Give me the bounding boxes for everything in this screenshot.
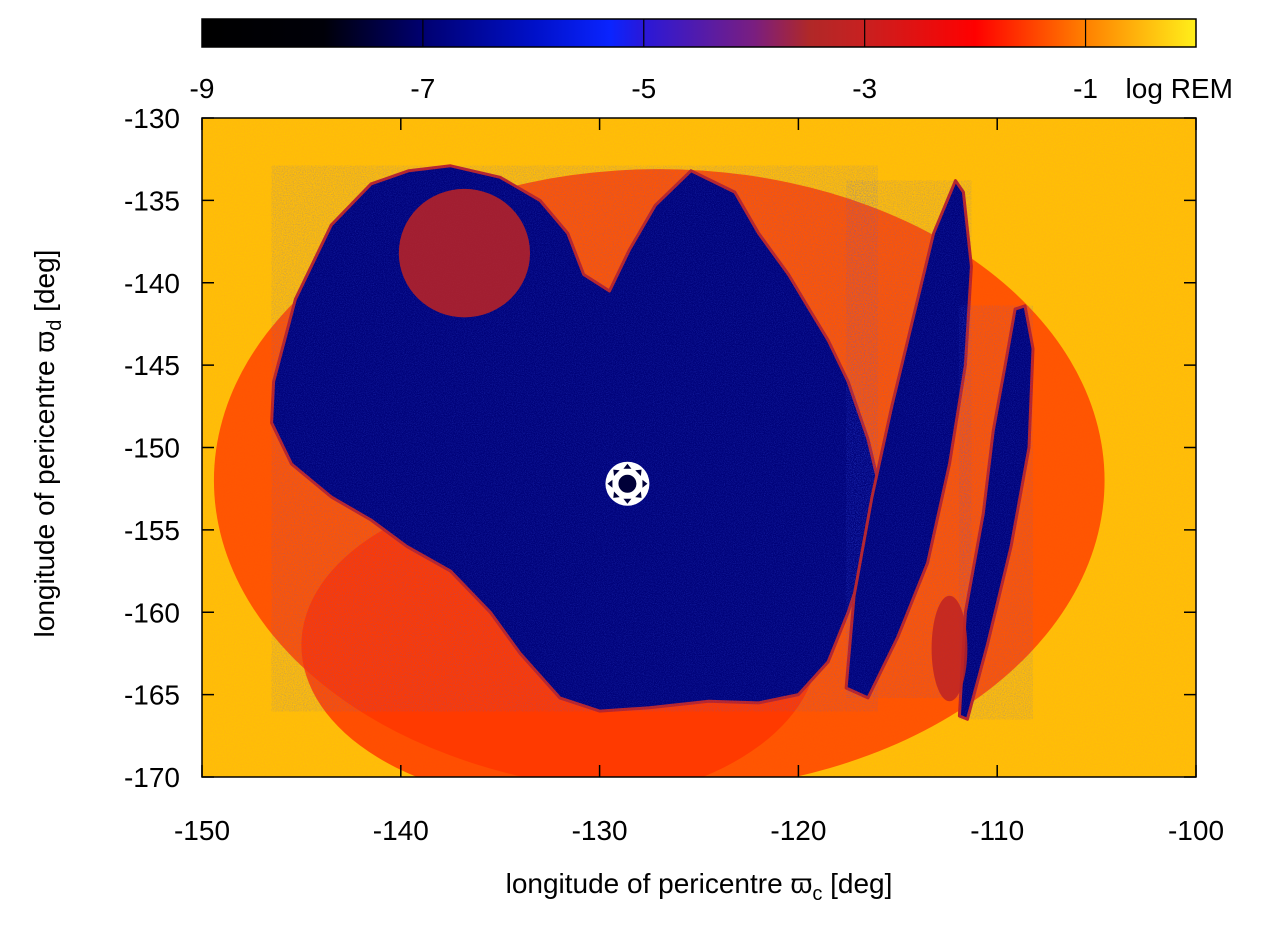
y-axis-label: longitude of pericentre ϖd [deg] xyxy=(29,250,66,638)
x-tick-label: -110 xyxy=(970,815,1024,846)
x-axis-label-prefix: longitude of pericentre xyxy=(506,868,791,899)
colorbar-tick-label: -3 xyxy=(852,73,877,104)
x-tick-label: -150 xyxy=(174,815,230,846)
y-axis-label-symbol: ϖ xyxy=(29,331,60,353)
y-tick-label: -160 xyxy=(124,597,180,628)
colorbar-gradient xyxy=(201,18,1197,48)
x-tick-label: -120 xyxy=(770,815,826,846)
colorbar-tick-label: -7 xyxy=(410,73,435,104)
chaotic-patch-lower-right-gap xyxy=(931,595,968,702)
colorbar-tick-label: -5 xyxy=(631,73,656,104)
y-axis-label-suffix: [deg] xyxy=(29,250,60,320)
colorbar-tick-label: -1 xyxy=(1073,73,1098,104)
y-tick-label: -140 xyxy=(124,268,180,299)
y-axis-label-subscript: d xyxy=(44,320,66,331)
y-tick-label: -155 xyxy=(124,515,180,546)
x-tick-label: -140 xyxy=(373,815,429,846)
x-axis-label-suffix: [deg] xyxy=(822,868,892,899)
nominal-fit-marker xyxy=(605,461,650,506)
y-tick-label: -145 xyxy=(124,350,180,381)
x-axis-label: longitude of pericentre ϖc [deg] xyxy=(506,868,893,905)
x-axis-label-symbol: ϖ xyxy=(790,868,812,899)
colorbar-label: log REM xyxy=(1126,73,1233,104)
y-tick-label: -150 xyxy=(124,433,180,464)
colorbar: -9 -7 -5 -3 -1 log REM xyxy=(190,18,1233,104)
x-tick-label: -130 xyxy=(572,815,628,846)
chaotic-patch-upper-left-swirl xyxy=(398,188,531,318)
y-axis-label-prefix: longitude of pericentre xyxy=(29,353,60,638)
plot-area: -150 -140 -130 -120 -110 -100 -130 -135 -140 -14… xyxy=(124,103,1224,846)
stable-region-texture xyxy=(846,180,972,698)
y-tick-label: -135 xyxy=(124,185,180,216)
y-tick-label: -170 xyxy=(124,762,180,793)
x-tick-label: -100 xyxy=(1168,815,1224,846)
x-axis-label-subscript: c xyxy=(812,883,822,905)
y-tick-label: -165 xyxy=(124,680,180,711)
colorbar-tick-label: -9 xyxy=(190,73,215,104)
y-tick-label: -130 xyxy=(124,103,180,134)
stable-region-texture xyxy=(959,305,1033,720)
